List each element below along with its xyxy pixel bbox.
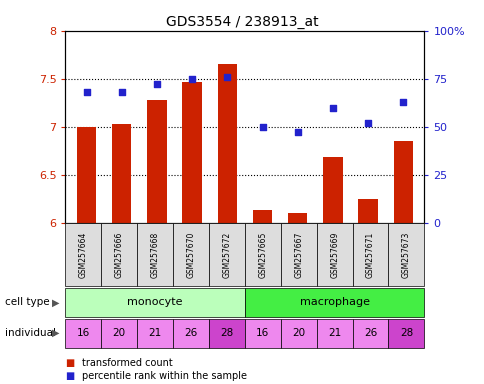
- Text: GSM257668: GSM257668: [151, 231, 159, 278]
- Bar: [252, 210, 272, 223]
- Text: percentile rank within the sample: percentile rank within the sample: [82, 371, 247, 381]
- Point: [153, 81, 161, 88]
- Point: [328, 104, 336, 111]
- Text: 21: 21: [327, 328, 341, 338]
- Point: [363, 120, 371, 126]
- Text: ■: ■: [65, 358, 75, 368]
- Text: GSM257672: GSM257672: [222, 231, 231, 278]
- Text: 20: 20: [291, 328, 305, 338]
- Bar: [287, 213, 307, 223]
- Text: GSM257669: GSM257669: [330, 231, 338, 278]
- Bar: [358, 199, 377, 223]
- Point: [118, 89, 125, 95]
- Text: GSM257666: GSM257666: [115, 231, 123, 278]
- Text: 26: 26: [184, 328, 197, 338]
- Text: 16: 16: [76, 328, 90, 338]
- Text: 21: 21: [148, 328, 162, 338]
- Text: 28: 28: [399, 328, 412, 338]
- Text: GDS3554 / 238913_at: GDS3554 / 238913_at: [166, 15, 318, 29]
- Point: [188, 76, 196, 82]
- Text: macrophage: macrophage: [299, 297, 369, 308]
- Text: transformed count: transformed count: [82, 358, 173, 368]
- Text: ▶: ▶: [52, 297, 60, 308]
- Text: 28: 28: [220, 328, 233, 338]
- Text: GSM257665: GSM257665: [258, 231, 267, 278]
- Bar: [147, 100, 166, 223]
- Text: individual: individual: [5, 328, 56, 338]
- Text: 26: 26: [363, 328, 377, 338]
- Point: [293, 129, 301, 136]
- Bar: [182, 82, 201, 223]
- Point: [258, 124, 266, 130]
- Text: GSM257670: GSM257670: [186, 231, 195, 278]
- Bar: [322, 157, 342, 223]
- Bar: [77, 127, 96, 223]
- Bar: [393, 141, 412, 223]
- Text: GSM257667: GSM257667: [294, 231, 302, 278]
- Text: 20: 20: [112, 328, 126, 338]
- Bar: [112, 124, 131, 223]
- Text: monocyte: monocyte: [127, 297, 182, 308]
- Point: [83, 89, 91, 95]
- Bar: [217, 65, 237, 223]
- Point: [398, 99, 406, 105]
- Text: GSM257664: GSM257664: [79, 231, 88, 278]
- Point: [223, 74, 231, 80]
- Text: ▶: ▶: [52, 328, 60, 338]
- Text: 16: 16: [256, 328, 269, 338]
- Text: ■: ■: [65, 371, 75, 381]
- Text: GSM257671: GSM257671: [365, 231, 374, 278]
- Text: cell type: cell type: [5, 297, 49, 308]
- Text: GSM257673: GSM257673: [401, 231, 410, 278]
